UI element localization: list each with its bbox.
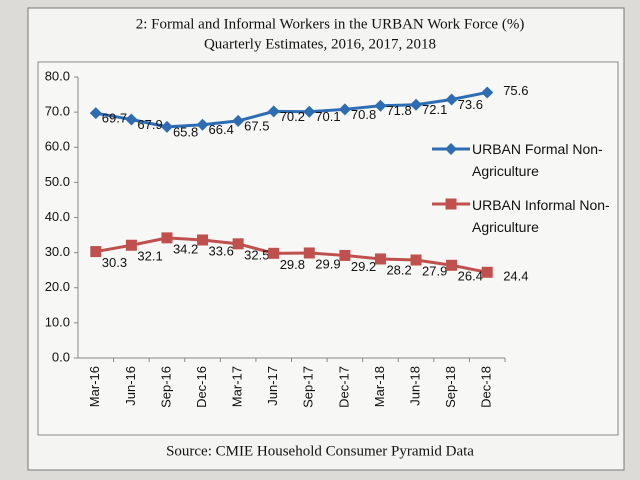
chart-subtitle: Quarterly Estimates, 2016, 2017, 2018	[204, 36, 436, 52]
data-label: 70.1	[315, 109, 340, 124]
data-point	[125, 113, 138, 126]
data-label: 32.1	[137, 249, 162, 264]
y-tick-label: 80.0	[45, 68, 70, 83]
series-line	[95, 90, 488, 129]
data-label: 34.2	[173, 241, 198, 256]
x-tick-label: Dec-18	[479, 366, 494, 408]
data-point	[232, 238, 244, 250]
data-label: 29.2	[351, 259, 376, 274]
x-tick-label: Mar-17	[230, 366, 245, 407]
data-label: 29.9	[315, 256, 340, 271]
data-label: 67.9	[137, 117, 162, 132]
data-label: 70.8	[351, 107, 376, 122]
data-label: 73.6	[458, 97, 483, 112]
x-tick-label: Dec-17	[336, 366, 351, 408]
y-tick-label: 50.0	[45, 174, 70, 189]
data-point	[303, 105, 316, 118]
y-tick-label: 10.0	[45, 314, 70, 329]
data-point	[197, 234, 209, 246]
data-label: 67.5	[244, 118, 269, 133]
data-point	[374, 99, 387, 112]
chart-title: 2: Formal and Informal Workers in the UR…	[136, 16, 525, 32]
data-label: 30.3	[102, 255, 127, 270]
data-label: 75.6	[503, 83, 528, 98]
data-point	[410, 98, 423, 111]
series-line	[95, 236, 488, 274]
legend-label: URBAN Formal Non-Agriculture	[472, 141, 603, 179]
y-tick-label: 20.0	[45, 279, 70, 294]
x-tick-label: Dec-16	[194, 366, 209, 408]
data-label: 26.4	[458, 269, 483, 284]
data-point	[89, 107, 102, 120]
x-tick-label: Sep-17	[301, 366, 316, 408]
legend-label: URBAN Informal Non-Agriculture	[472, 197, 610, 235]
data-point	[196, 118, 209, 131]
data-label: 65.8	[173, 124, 198, 139]
data-point	[267, 105, 280, 118]
x-tick-label: Jun-16	[123, 366, 138, 406]
data-label: 24.4	[503, 269, 528, 284]
x-tick-label: Mar-18	[372, 366, 387, 407]
x-tick-label: Mar-16	[87, 366, 102, 407]
y-tick-label: 60.0	[45, 139, 70, 154]
data-label: 72.1	[422, 102, 447, 117]
data-point	[445, 93, 458, 106]
data-label: 29.8	[280, 257, 305, 272]
data-label: 33.6	[209, 243, 234, 258]
data-label: 32.5	[244, 247, 269, 262]
data-point	[338, 103, 351, 116]
data-label: 28.2	[386, 262, 411, 277]
data-point	[268, 247, 280, 259]
x-tick-label: Jun-18	[407, 366, 422, 406]
data-point	[303, 247, 315, 259]
source: Source: CMIE Household Consumer Pyramid …	[166, 443, 474, 459]
data-point	[160, 120, 173, 133]
data-point	[90, 246, 102, 258]
data-point	[232, 114, 245, 127]
data-point	[125, 239, 137, 251]
data-point	[446, 259, 458, 271]
legend-marker	[445, 143, 457, 155]
y-tick-label: 0.0	[52, 349, 70, 364]
x-tick-label: Sep-18	[443, 366, 458, 408]
data-point	[410, 254, 422, 266]
data-point	[339, 249, 351, 261]
data-point	[481, 86, 494, 99]
y-tick-label: 40.0	[45, 209, 70, 224]
y-tick-label: 30.0	[45, 244, 70, 259]
data-point	[374, 253, 386, 265]
data-label: 66.4	[209, 122, 234, 137]
y-tick-label: 70.0	[45, 104, 70, 119]
data-label: 71.8	[386, 103, 411, 118]
data-point	[481, 266, 493, 278]
x-tick-label: Jun-17	[265, 366, 280, 406]
legend-marker	[445, 198, 457, 210]
data-label: 27.9	[422, 263, 447, 278]
data-label: 70.2	[280, 109, 305, 124]
x-tick-label: Sep-16	[158, 366, 173, 408]
data-point	[161, 232, 173, 244]
data-label: 69.7	[102, 111, 127, 126]
